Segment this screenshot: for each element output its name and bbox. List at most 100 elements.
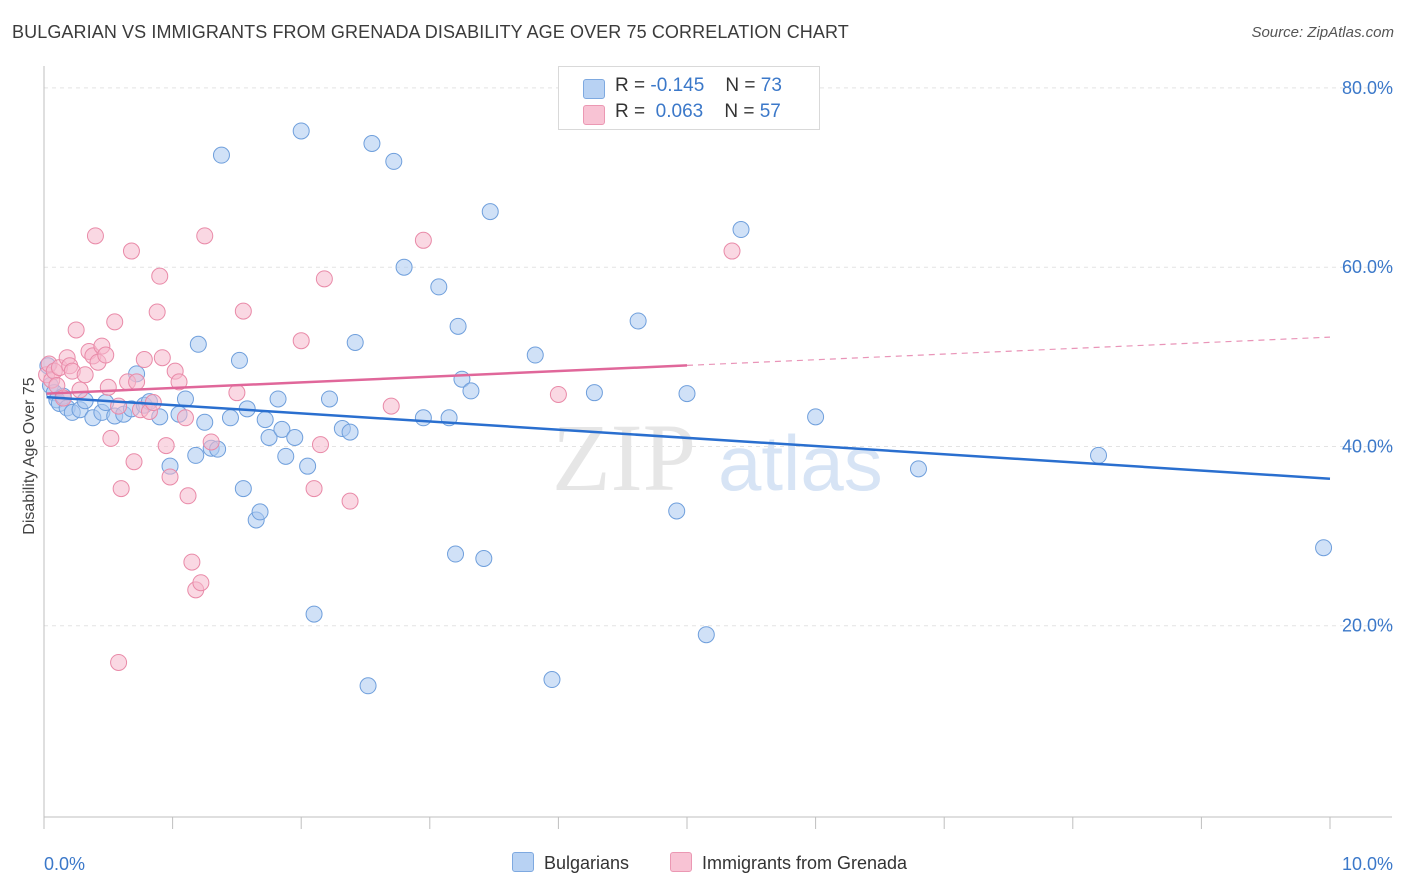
bulgarians-point bbox=[341, 423, 359, 441]
grenada-point bbox=[183, 553, 201, 571]
bulgarians-point bbox=[277, 447, 295, 465]
grenada-point bbox=[234, 302, 252, 320]
legend-n-value: 57 bbox=[759, 101, 781, 122]
grenada-point bbox=[102, 429, 120, 447]
bulgarians-point bbox=[260, 429, 278, 446]
grenada-point bbox=[112, 480, 130, 498]
grenada-point bbox=[86, 227, 104, 245]
grenada-point bbox=[311, 436, 329, 454]
grenada-point bbox=[305, 480, 323, 498]
y-tick-label: 80.0% bbox=[1342, 78, 1393, 98]
bottom-legend-grenada: Immigrants from Grenada bbox=[670, 852, 907, 874]
y-tick-labels: 20.0% 40.0% 60.0% 80.0% bbox=[1342, 78, 1393, 636]
legend-r-label: R = bbox=[615, 101, 646, 122]
grenada-points bbox=[38, 227, 741, 671]
grenada-point bbox=[71, 381, 89, 399]
grenada-point bbox=[202, 433, 220, 451]
bottom-legend-swatch-pink bbox=[670, 852, 692, 872]
bulgarians-point bbox=[475, 550, 493, 568]
grenada-point bbox=[99, 378, 117, 396]
axes bbox=[43, 66, 1392, 829]
grenada-point bbox=[179, 487, 197, 505]
bulgarians-point bbox=[320, 390, 338, 408]
y-tick-label: 20.0% bbox=[1342, 616, 1393, 636]
bulgarians-point bbox=[526, 346, 544, 364]
bulgarians-point bbox=[189, 335, 207, 353]
grenada-point bbox=[723, 242, 741, 260]
bulgarians-point bbox=[678, 385, 696, 403]
bulgarians-point bbox=[230, 351, 248, 369]
bulgarians-point bbox=[1315, 539, 1333, 557]
grenada-point bbox=[106, 313, 124, 331]
bottom-legend-bulgarians: Bulgarians bbox=[512, 852, 629, 874]
grenada-point bbox=[125, 453, 143, 471]
bulgarians-point bbox=[732, 221, 750, 239]
watermark-zip: ZIP bbox=[552, 404, 696, 511]
grenada-point bbox=[170, 373, 188, 391]
grenada-point bbox=[192, 574, 210, 592]
bulgarians-point bbox=[221, 409, 239, 427]
grenada-point bbox=[76, 366, 94, 384]
grenada-trend-extension bbox=[686, 336, 1331, 367]
grenada-point bbox=[157, 437, 175, 455]
x-tick-label: 0.0% bbox=[44, 854, 85, 874]
grenada-point bbox=[67, 321, 85, 339]
legend-swatch-pink bbox=[583, 105, 605, 125]
bulgarians-point bbox=[251, 503, 269, 521]
gridlines bbox=[44, 87, 1392, 627]
grenada-point bbox=[97, 346, 115, 364]
grenada-point bbox=[228, 384, 246, 402]
y-tick-label: 40.0% bbox=[1342, 436, 1393, 456]
bulgarians-point bbox=[269, 390, 287, 408]
bottom-legend-label: Immigrants from Grenada bbox=[702, 853, 908, 873]
bulgarians-point bbox=[449, 317, 467, 335]
bulgarians-point bbox=[385, 152, 403, 170]
bulgarians-point bbox=[543, 671, 561, 689]
bulgarians-point bbox=[286, 429, 304, 446]
grenada-point bbox=[148, 303, 166, 321]
bulgarians-point bbox=[807, 408, 825, 426]
y-axis-title: Disability Age Over 75 bbox=[21, 377, 38, 535]
grenada-point bbox=[315, 270, 333, 288]
bulgarians-point bbox=[196, 413, 214, 431]
bulgarians-point bbox=[234, 480, 252, 498]
grenada-point bbox=[382, 397, 400, 415]
bulgarians-point bbox=[363, 135, 381, 152]
bulgarians-point bbox=[909, 460, 927, 478]
bulgarians-point bbox=[395, 258, 413, 276]
correlation-legend: R = -0.145 N = 73 R = 0.063 N = 57 bbox=[558, 66, 820, 130]
legend-swatch-blue bbox=[583, 79, 605, 99]
legend-r-value: -0.145 bbox=[650, 75, 705, 96]
grenada-point bbox=[341, 492, 359, 510]
grenada-point bbox=[128, 373, 146, 391]
bulgarians-point bbox=[430, 278, 448, 296]
bulgarians-point bbox=[1090, 446, 1108, 464]
bulgarians-point bbox=[668, 502, 686, 520]
bulgarians-point bbox=[462, 382, 480, 400]
chart-title: BULGARIAN VS IMMIGRANTS FROM GRENADA DIS… bbox=[12, 22, 849, 42]
bulgarians-point bbox=[481, 203, 499, 221]
bulgarians-point bbox=[447, 545, 465, 563]
bulgarians-point bbox=[256, 411, 274, 429]
source-label: Source: ZipAtlas.com bbox=[1251, 24, 1394, 41]
bulgarians-point bbox=[414, 409, 432, 427]
bottom-legend-swatch-blue bbox=[512, 852, 534, 872]
bulgarians-point bbox=[697, 626, 715, 644]
bulgarians-point bbox=[299, 457, 317, 475]
grenada-point bbox=[176, 409, 194, 427]
bulgarians-point bbox=[292, 122, 310, 140]
legend-r-value: 0.063 bbox=[655, 101, 704, 122]
grenada-point bbox=[196, 227, 214, 245]
legend-n-label: N = bbox=[725, 75, 756, 96]
grenada-point bbox=[122, 242, 140, 260]
x-tick-labels: 0.0% 10.0% bbox=[44, 854, 1393, 874]
bulgarians-point bbox=[359, 677, 377, 695]
bulgarians-point bbox=[187, 446, 205, 464]
y-tick-label: 60.0% bbox=[1342, 257, 1393, 277]
grenada-point bbox=[110, 653, 128, 671]
legend-n-label: N = bbox=[724, 101, 755, 122]
grenada-point bbox=[151, 267, 169, 285]
bulgarians-point bbox=[346, 333, 364, 351]
grenada-point bbox=[161, 468, 179, 486]
